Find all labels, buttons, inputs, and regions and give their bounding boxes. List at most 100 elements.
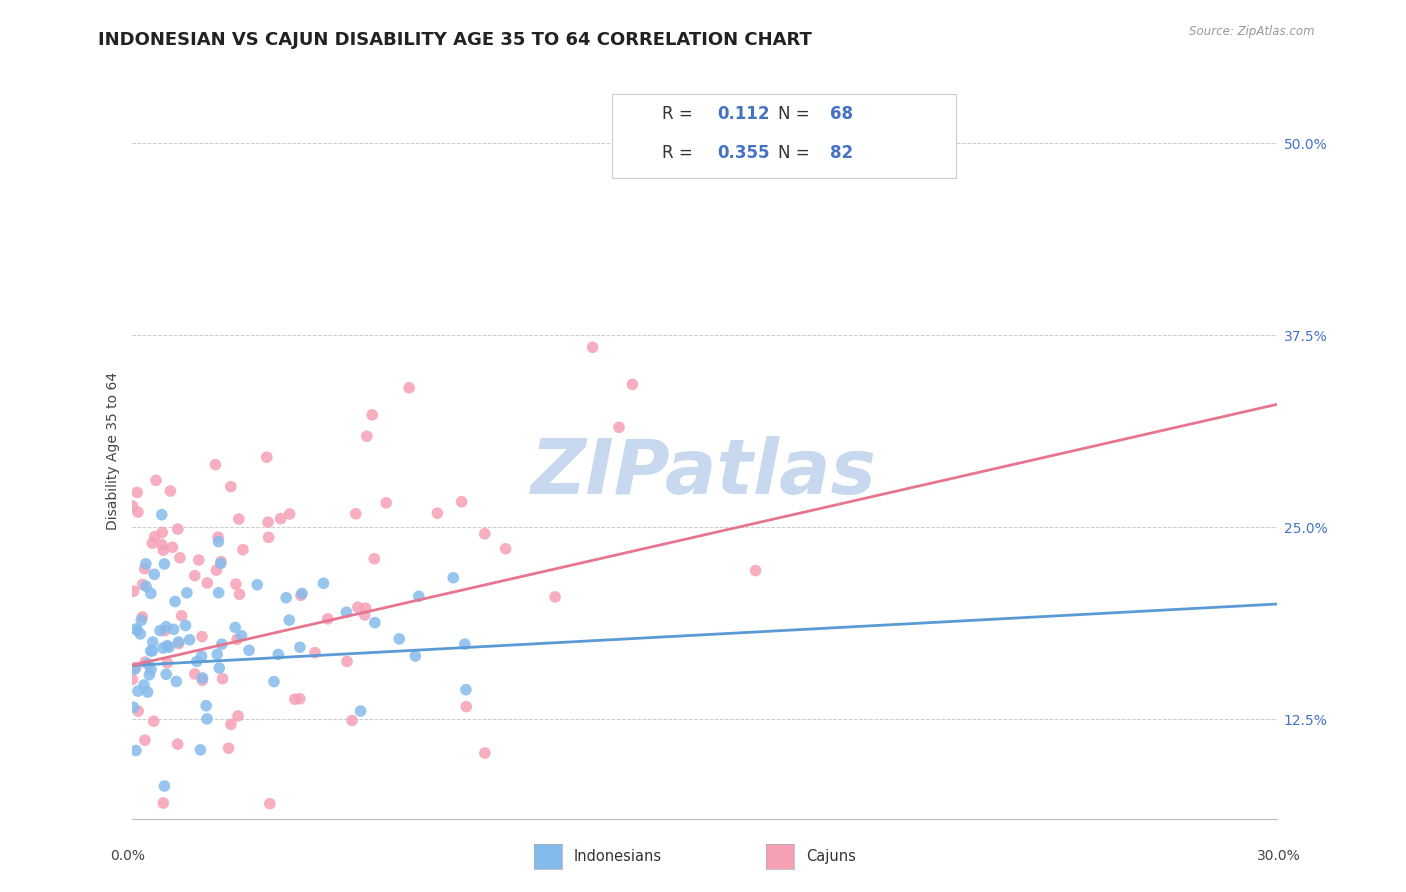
Text: 30.0%: 30.0% [1257,849,1301,863]
Point [209,555,232,569]
Point [495,541,517,556]
Point [152,641,174,656]
Point [167,635,190,649]
Point [267,648,290,662]
Point [125,622,148,636]
Point [195,712,218,726]
Point [143,567,166,582]
Point [150,525,173,540]
Point [232,542,254,557]
Text: 68: 68 [830,105,852,123]
Text: ZIPatlas: ZIPatlas [531,435,877,509]
Point [408,589,430,603]
Point [207,530,229,544]
Point [131,610,153,624]
Point [353,607,375,622]
Point [426,506,449,520]
Text: 0.0%: 0.0% [110,849,145,863]
Point [544,590,567,604]
Point [284,692,307,706]
Point [349,704,371,718]
Point [375,496,398,510]
Text: N =: N = [778,144,814,161]
Point [224,620,246,634]
Text: Cajuns: Cajuns [806,849,855,863]
Point [226,709,249,723]
Point [157,640,180,655]
Point [208,661,231,675]
Point [226,632,249,647]
Point [129,627,152,641]
Point [162,540,184,554]
Point [139,586,162,600]
Point [125,660,148,674]
Point [257,530,280,544]
Point [454,637,477,651]
Point [156,639,179,653]
Point [291,586,314,600]
Point [132,678,155,692]
Point [136,685,159,699]
Point [219,480,242,494]
Point [131,577,153,591]
Point [169,550,191,565]
Point [441,571,464,585]
Point [278,613,301,627]
Point [127,684,149,698]
Point [150,508,173,522]
Point [155,667,177,681]
Text: Indonesians: Indonesians [574,849,662,863]
Point [278,507,301,521]
Point [165,674,187,689]
Point [607,420,630,434]
Point [211,637,233,651]
Point [184,667,207,681]
Point [290,588,312,602]
Point [131,613,153,627]
Point [246,578,269,592]
Point [141,644,163,658]
Point [162,623,184,637]
Point [474,526,496,541]
Point [191,630,214,644]
Point [335,605,357,619]
Point [190,743,212,757]
Point [142,635,165,649]
Point [231,629,253,643]
Point [581,340,603,354]
Point [134,733,156,747]
Text: R =: R = [662,105,699,123]
Point [195,698,218,713]
Point [316,612,339,626]
Point [340,714,363,728]
Point [170,608,193,623]
Point [276,591,298,605]
Point [139,663,162,677]
Point [388,632,411,646]
Point [127,624,149,638]
Point [474,746,496,760]
Point [135,557,157,571]
Point [127,704,149,718]
Point [191,673,214,688]
Point [257,515,280,529]
Point [156,656,179,670]
Point [344,507,367,521]
Point [363,551,385,566]
Point [361,408,384,422]
Point [228,587,250,601]
Point [159,483,181,498]
Point [176,586,198,600]
Text: 0.355: 0.355 [717,144,769,161]
Point [195,575,218,590]
Point [263,674,285,689]
Point [204,458,226,472]
Point [134,655,156,669]
Point [238,643,260,657]
Point [121,673,143,687]
Point [152,543,174,558]
Point [336,654,359,668]
Point [141,536,163,550]
Point [256,450,278,465]
Point [174,618,197,632]
